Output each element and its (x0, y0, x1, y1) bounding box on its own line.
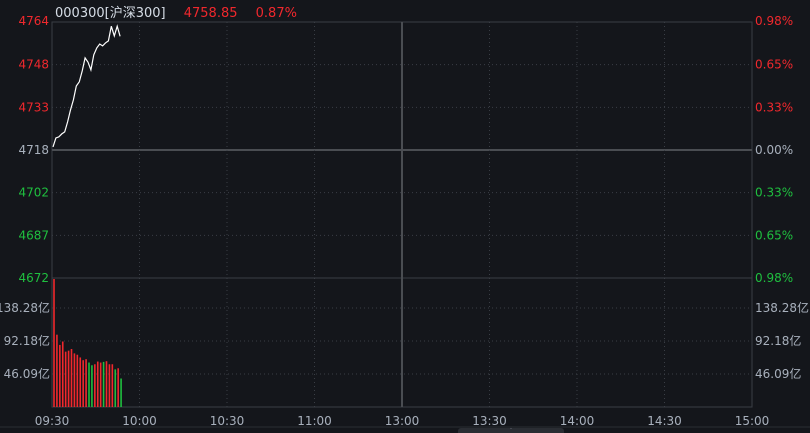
price-tick-label: 4748 (18, 58, 49, 72)
time-tick-label: 10:00 (122, 414, 157, 428)
chart-header: 000300[沪深300] 4758.85 0.87% (55, 2, 311, 21)
time-tick-label: 13:30 (472, 414, 507, 428)
collapse-panel-button[interactable]: ˅ (458, 428, 564, 433)
percent-tick-label: 0.33% (755, 186, 793, 200)
price-tick-label: 4718 (18, 143, 49, 157)
time-tick-label: 09:30 (35, 414, 70, 428)
price-tick-label: 4702 (18, 186, 49, 200)
time-tick-label: 14:00 (560, 414, 595, 428)
volume-tick-label: 138.28亿 (0, 300, 50, 315)
instrument-code: 000300[沪深300] (55, 6, 166, 21)
time-tick-label: 14:30 (647, 414, 682, 428)
volume-tick-label-right: 92.18亿 (755, 333, 801, 348)
time-tick-label: 11:00 (297, 414, 332, 428)
price-tick-label: 4733 (18, 100, 49, 114)
percent-tick-label: 0.65% (755, 58, 793, 72)
time-tick-label: 15:00 (735, 414, 770, 428)
percent-tick-label: 0.00% (755, 143, 793, 157)
price-tick-label: 4764 (18, 14, 49, 28)
volume-tick-label-right: 46.09亿 (755, 366, 801, 381)
chevron-down-icon: ˅ (509, 428, 513, 433)
time-tick-label: 13:00 (385, 414, 420, 428)
volume-tick-label: 92.18亿 (4, 333, 50, 348)
last-price: 4758.85 (183, 6, 238, 21)
percent-tick-label: 0.98% (755, 14, 793, 28)
price-tick-label: 4687 (18, 228, 49, 242)
time-tick-label: 10:30 (210, 414, 245, 428)
volume-tick-label: 46.09亿 (4, 366, 50, 381)
change-percent: 0.87% (255, 6, 297, 21)
price-line (52, 24, 121, 148)
price-tick-label: 4672 (18, 271, 49, 285)
percent-tick-label: 0.33% (755, 100, 793, 114)
volume-tick-label-right: 138.28亿 (755, 300, 809, 315)
percent-tick-label: 0.65% (755, 228, 793, 242)
percent-tick-label: 0.98% (755, 271, 793, 285)
